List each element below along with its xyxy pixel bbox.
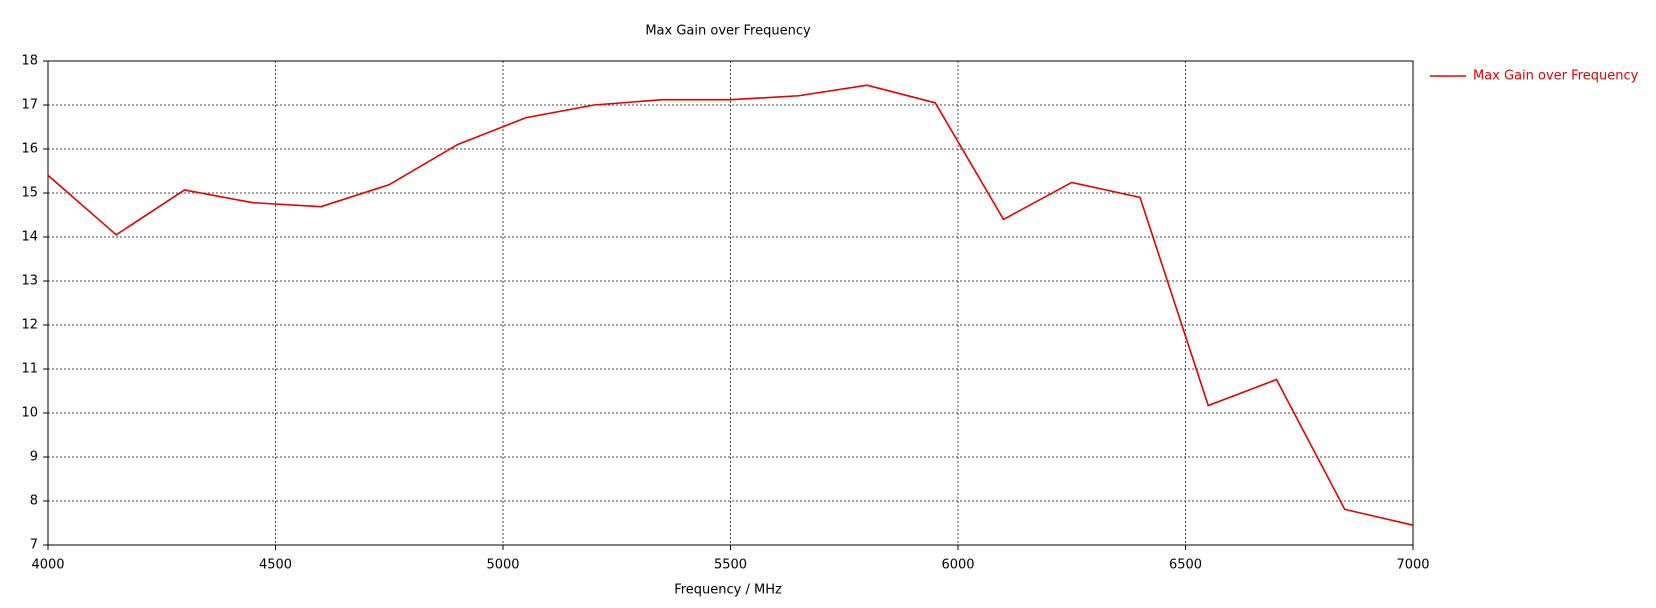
x-tick-label: 7000: [1396, 558, 1429, 573]
x-tick-label: 4000: [31, 558, 64, 573]
x-tick-label: 5500: [714, 558, 747, 573]
x-tick-label: 5000: [486, 558, 519, 573]
legend-label: Max Gain over Frequency: [1473, 69, 1639, 84]
x-axis-label: Frequency / MHz: [674, 583, 782, 598]
chart-title: Max Gain over Frequency: [645, 24, 811, 39]
y-tick-label: 13: [21, 274, 38, 289]
y-tick-label: 14: [21, 230, 38, 245]
y-tick-label: 18: [21, 54, 38, 69]
y-tick-label: 7: [30, 538, 38, 553]
y-tick-label: 11: [21, 362, 38, 377]
y-tick-label: 10: [21, 406, 38, 421]
x-tick-label: 4500: [259, 558, 292, 573]
y-tick-label: 16: [21, 142, 38, 157]
plot-frame: [47, 60, 1414, 546]
data-line: [47, 84, 1414, 526]
y-tick-label: 8: [30, 494, 38, 509]
y-tick-label: 12: [21, 318, 38, 333]
y-tick-label: 9: [30, 450, 38, 465]
x-tick-label: 6500: [1169, 558, 1202, 573]
y-tick-label: 17: [21, 98, 38, 113]
y-tick-label: 15: [21, 186, 38, 201]
x-tick-label: 6000: [941, 558, 974, 573]
